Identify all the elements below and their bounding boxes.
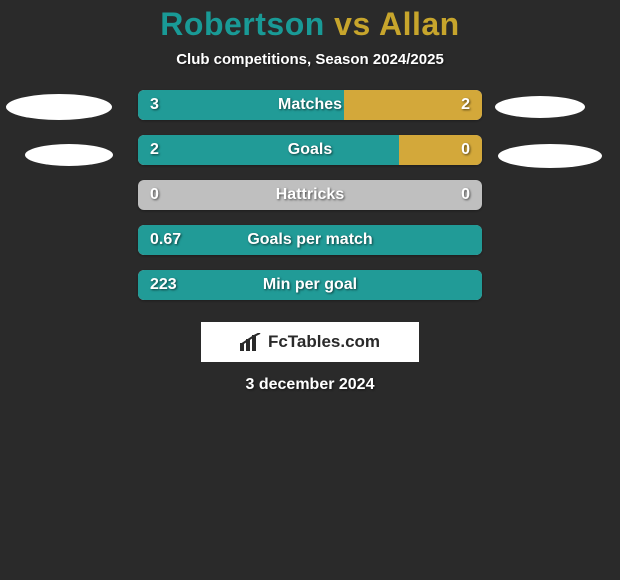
page-title: Robertson vs Allan: [0, 0, 620, 43]
stat-row: 2 Goals 0: [138, 135, 482, 165]
title-vs: vs: [325, 6, 379, 42]
stat-right-value: 0: [461, 141, 470, 159]
stat-label: Min per goal: [138, 276, 482, 294]
footer-brand-text: FcTables.com: [268, 332, 380, 352]
stat-label: Hattricks: [138, 186, 482, 204]
title-player1: Robertson: [160, 6, 325, 42]
stat-row: 0.67 Goals per match: [138, 225, 482, 255]
chart-icon: [240, 333, 262, 351]
subtitle: Club competitions, Season 2024/2025: [0, 51, 620, 68]
date-text: 3 december 2024: [0, 376, 620, 394]
content-area: 3 Matches 2 2 Goals 0 0 Hattricks 0: [0, 90, 620, 394]
title-player2: Allan: [379, 6, 460, 42]
stat-row: 223 Min per goal: [138, 270, 482, 300]
footer-logo: FcTables.com: [201, 322, 419, 362]
stat-label: Matches: [138, 96, 482, 114]
page-root: Robertson vs Allan Club competitions, Se…: [0, 0, 620, 580]
stat-label: Goals: [138, 141, 482, 159]
stat-rows: 3 Matches 2 2 Goals 0 0 Hattricks 0: [0, 90, 620, 300]
stat-right-value: 0: [461, 186, 470, 204]
stat-row: 0 Hattricks 0: [138, 180, 482, 210]
stat-row: 3 Matches 2: [138, 90, 482, 120]
stat-label: Goals per match: [138, 231, 482, 249]
stat-right-value: 2: [461, 96, 470, 114]
